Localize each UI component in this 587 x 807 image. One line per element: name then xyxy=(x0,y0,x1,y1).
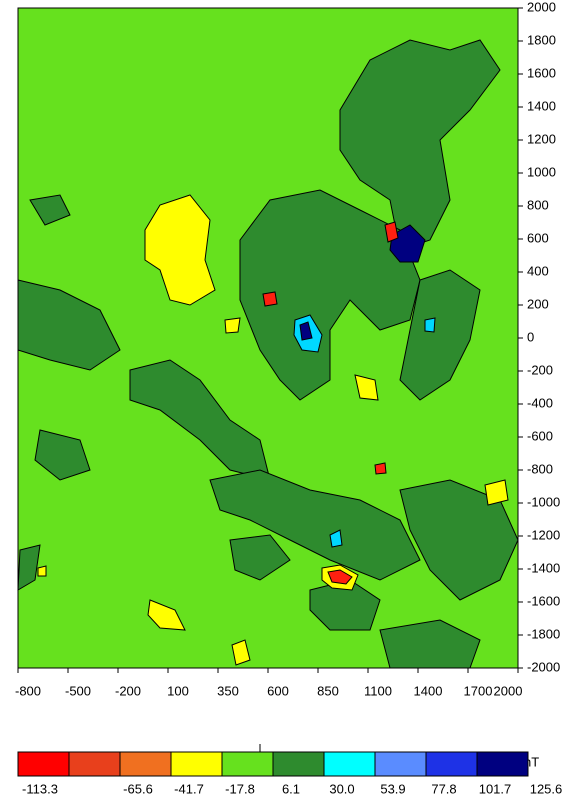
colorbar-segment xyxy=(476,751,529,777)
y-tick-label: -1200 xyxy=(527,527,560,542)
contour-region xyxy=(329,529,343,548)
y-tick-label: 1000 xyxy=(527,164,556,179)
y-tick-label: 2000 xyxy=(527,0,556,14)
colorbar-segment xyxy=(425,751,478,777)
contour-region xyxy=(209,469,421,581)
x-tick-label: 1100 xyxy=(364,683,392,698)
y-tick-label: -1600 xyxy=(527,593,560,608)
colorbar: nT -113.3 -65.6 -41.7 -17.8 6.1 30.0 53.9 77.8 1… xyxy=(17,744,563,796)
colorbar-label: -113.3 xyxy=(22,781,58,796)
contour-region xyxy=(424,317,436,333)
x-tick-label: -800 xyxy=(15,683,41,698)
contour-region xyxy=(147,599,186,631)
y-tick-label: -2000 xyxy=(527,659,560,674)
colorbar-label: 53.9 xyxy=(380,781,405,796)
contour-region xyxy=(384,221,399,243)
contour-region xyxy=(34,429,91,481)
contour-region xyxy=(224,317,241,334)
y-tick-label: 400 xyxy=(527,263,549,278)
contour-region xyxy=(327,569,353,585)
contour-region xyxy=(354,374,379,401)
y-tick-label: 1400 xyxy=(527,98,556,113)
colorbar-label: 6.1 xyxy=(282,781,300,796)
contour-region xyxy=(239,189,421,401)
contour-region xyxy=(17,279,121,371)
contour-region xyxy=(339,39,501,251)
colorbar-label: 30.0 xyxy=(329,781,354,796)
colorbar-segment xyxy=(374,751,427,777)
contour-field xyxy=(17,7,519,669)
colorbar-label: -17.8 xyxy=(225,781,255,796)
contour-region xyxy=(37,565,47,577)
x-tick-label: 2000 xyxy=(494,683,523,698)
contour-region xyxy=(299,321,313,341)
colorbar-segment xyxy=(17,751,70,777)
contour-region xyxy=(399,479,519,601)
x-tick-label: 1400 xyxy=(414,683,443,698)
y-tick-label: -1000 xyxy=(527,494,560,509)
contour-region xyxy=(144,194,216,306)
y-tick-label: -400 xyxy=(527,395,553,410)
y-tick-label: -1400 xyxy=(527,560,560,575)
colorbar-segment xyxy=(119,751,172,777)
contour-region xyxy=(262,291,278,307)
contour-region xyxy=(229,534,291,581)
x-tick-label: -500 xyxy=(65,683,91,698)
colorbar-label: 77.8 xyxy=(431,781,456,796)
y-tick-label: -800 xyxy=(527,461,553,476)
contour-region xyxy=(17,544,41,591)
y-tick-label: 1200 xyxy=(527,131,556,146)
y-tick-label: -200 xyxy=(527,362,553,377)
x-tick-label: 350 xyxy=(217,683,239,698)
contour-region xyxy=(379,619,481,669)
axes: 2000180016001400120010008006004002000-20… xyxy=(15,0,560,698)
contour-region xyxy=(231,639,251,666)
y-tick-label: 600 xyxy=(527,230,549,245)
x-tick-label: 850 xyxy=(317,683,339,698)
contour-region xyxy=(399,269,481,401)
y-tick-label: -600 xyxy=(527,428,553,443)
colorbar-label: 125.6 xyxy=(530,781,563,796)
y-tick-label: 1800 xyxy=(527,32,556,47)
colorbar-label: -41.7 xyxy=(174,781,204,796)
colorbar-label: 101.7 xyxy=(479,781,512,796)
colorbar-segment xyxy=(68,751,121,777)
contour-region xyxy=(29,194,71,226)
y-tick-label: -1800 xyxy=(527,626,560,641)
colorbar-segment xyxy=(170,751,223,777)
y-tick-label: 200 xyxy=(527,296,549,311)
x-tick-label: -200 xyxy=(115,683,141,698)
x-tick-label: 100 xyxy=(167,683,189,698)
colorbar-segment xyxy=(323,751,376,777)
y-tick-label: 1600 xyxy=(527,65,556,80)
colorbar-label: -65.6 xyxy=(123,781,153,796)
colorbar-segment xyxy=(272,751,325,777)
contour-region xyxy=(389,224,426,263)
colorbar-segment xyxy=(221,751,274,777)
contour-region xyxy=(484,479,509,506)
y-tick-label: 800 xyxy=(527,197,549,212)
x-tick-label: 600 xyxy=(267,683,289,698)
contour-region xyxy=(374,462,387,475)
x-tick-label: 1700 xyxy=(464,683,493,698)
y-tick-label: 0 xyxy=(527,329,534,344)
